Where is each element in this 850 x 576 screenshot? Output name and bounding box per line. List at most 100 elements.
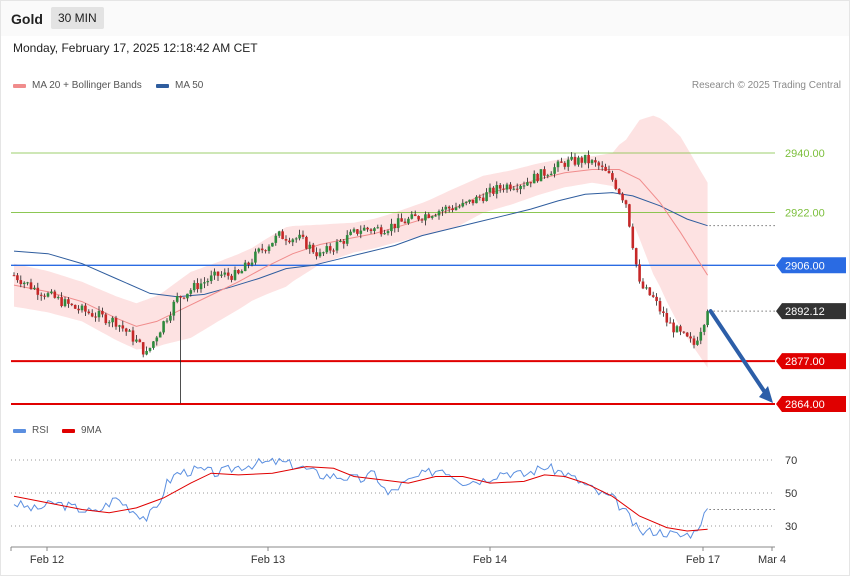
candle-body <box>553 167 556 174</box>
candle-body <box>220 274 223 276</box>
candle-body <box>128 330 131 332</box>
candle <box>39 292 43 301</box>
candle-body <box>366 227 369 230</box>
candle <box>243 259 247 272</box>
candle <box>492 186 495 196</box>
candle <box>349 229 352 236</box>
candle-body <box>645 287 648 289</box>
rsi-tick-30: 30 <box>785 521 797 533</box>
candle-body <box>97 310 101 318</box>
level-label-2906.00: 2906.00 <box>776 257 846 274</box>
forecast-arrow <box>708 309 768 396</box>
x-label-feb-12: Feb 12 <box>30 554 64 566</box>
candle-body <box>145 350 148 355</box>
asset-name: Gold <box>11 11 43 27</box>
candle-body <box>257 248 261 252</box>
level-tag <box>776 303 846 320</box>
candle <box>451 205 454 213</box>
x-label-feb-17: Feb 17 <box>686 554 720 566</box>
candle <box>485 188 488 202</box>
candle <box>505 182 509 193</box>
candle-body <box>36 287 40 295</box>
candle-body <box>560 161 563 163</box>
candle-body <box>26 282 29 284</box>
candle-body <box>33 287 36 290</box>
candle <box>271 242 274 247</box>
candle <box>298 229 301 241</box>
candle-body <box>607 170 611 174</box>
candle-body <box>155 337 159 342</box>
candle-body <box>515 188 519 190</box>
x-label-feb-13: Feb 13 <box>251 554 285 566</box>
candle <box>546 173 550 179</box>
candle-body <box>90 313 94 317</box>
candle <box>689 332 692 343</box>
x-label-feb-14: Feb 14 <box>473 554 507 566</box>
candle <box>223 268 227 278</box>
candle-body <box>519 185 522 190</box>
legend-ma50-label: MA 50 <box>175 80 204 91</box>
candle-body <box>43 295 46 297</box>
candle <box>685 331 689 338</box>
candle-body <box>689 336 692 339</box>
candle <box>553 163 556 178</box>
candle <box>655 293 658 306</box>
candle <box>624 199 628 208</box>
candle-body <box>536 173 539 182</box>
candle <box>199 278 203 293</box>
timeframe-button[interactable]: 30 MIN <box>51 7 104 29</box>
candle <box>556 159 560 172</box>
candle <box>464 201 468 206</box>
candle <box>288 237 291 244</box>
candle <box>220 271 223 278</box>
candle-body <box>573 156 577 165</box>
candle-body <box>373 228 376 231</box>
candle <box>29 278 33 290</box>
candle <box>19 275 23 288</box>
level-text: 2864.00 <box>785 399 825 411</box>
candle-body <box>386 231 390 234</box>
candle-body <box>267 246 271 251</box>
rsi-line <box>13 457 708 540</box>
candle <box>566 156 570 171</box>
candle <box>641 278 645 290</box>
candle-body <box>651 295 655 297</box>
candle <box>257 247 261 254</box>
candle <box>658 297 662 315</box>
candle-body <box>532 173 536 184</box>
candle <box>186 293 189 302</box>
candle-body <box>349 231 352 236</box>
candle-body <box>233 270 237 280</box>
candle <box>342 239 346 249</box>
candle-body <box>305 236 308 249</box>
candle-body <box>67 299 70 304</box>
candle <box>444 204 448 214</box>
candle-body <box>604 166 607 171</box>
candle <box>179 295 182 404</box>
candle <box>665 308 669 327</box>
candle-body <box>152 341 155 348</box>
candle-body <box>583 154 587 163</box>
candle-body <box>590 160 594 164</box>
candle <box>111 316 114 328</box>
candle <box>196 278 199 293</box>
candle <box>447 205 451 213</box>
candle <box>519 184 522 195</box>
candle-body <box>206 281 210 283</box>
candle-body <box>124 328 128 332</box>
candle-body <box>648 287 652 296</box>
candle-body <box>216 271 220 276</box>
candle-body <box>407 218 410 224</box>
candle-body <box>699 331 703 341</box>
candle-body <box>77 308 80 311</box>
ma20-swatch <box>13 83 26 88</box>
candle <box>175 292 179 304</box>
level-label-2877.00: 2877.00 <box>776 353 846 370</box>
candle <box>301 230 305 240</box>
candle-body <box>84 305 87 312</box>
candle-body <box>702 325 706 332</box>
candle <box>284 235 288 246</box>
candle <box>679 324 682 336</box>
candle-body <box>444 206 448 210</box>
candle <box>396 213 400 233</box>
